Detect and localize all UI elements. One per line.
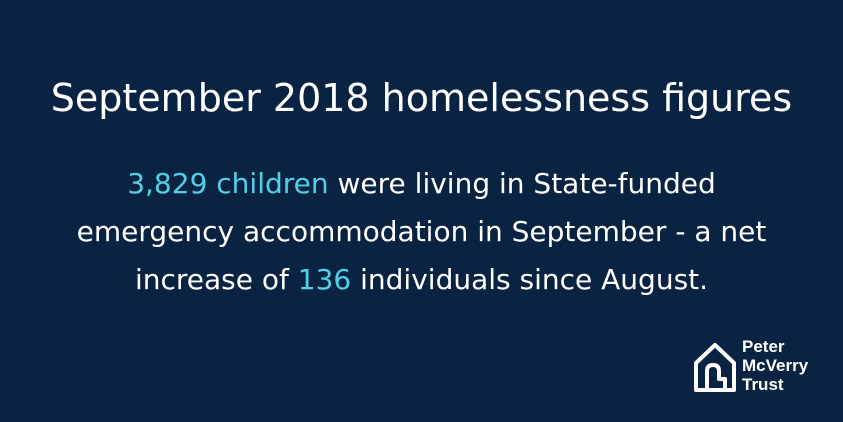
logo-line-3: Trust xyxy=(742,375,784,394)
logo-wordmark: Peter McVerry Trust xyxy=(742,337,808,394)
house-icon xyxy=(694,343,736,392)
logo-line-1: Peter xyxy=(742,337,785,356)
logo-line-2: McVerry xyxy=(742,356,809,375)
children-count-highlight: 3,829 children xyxy=(127,167,329,200)
statement-text-1: were living in State-funded emergency ac… xyxy=(76,167,767,296)
statement-text-2: individuals since August. xyxy=(351,263,709,296)
peter-mcverry-trust-logo: Peter McVerry Trust xyxy=(693,337,821,405)
headline: September 2018 homelessness figures xyxy=(50,76,793,120)
statement: 3,829 children were living in State-fund… xyxy=(60,160,783,304)
increase-count-highlight: 136 xyxy=(297,263,352,296)
